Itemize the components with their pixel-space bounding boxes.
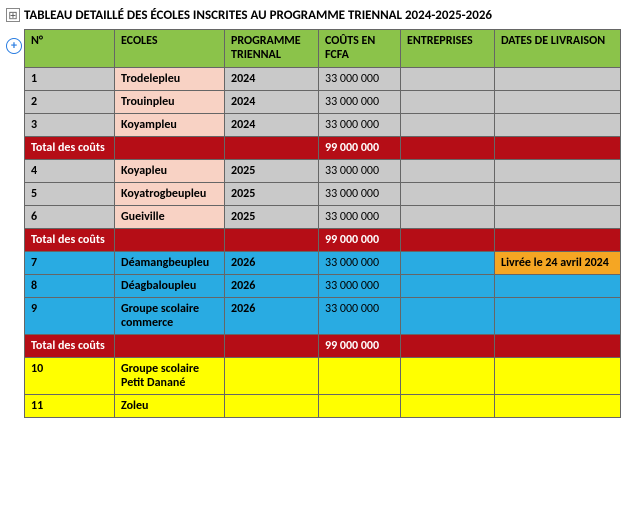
cell-cout: 33 000 000: [319, 206, 401, 229]
cell-ecole: Groupe scolaire commerce: [115, 298, 225, 335]
cell-date: [495, 298, 621, 335]
cell-prog: 2025: [225, 160, 319, 183]
cell-date: [495, 114, 621, 137]
cell-cout: 33 000 000: [319, 114, 401, 137]
cell-num: 11: [25, 395, 115, 418]
table-row: 11 Zoleu: [25, 395, 621, 418]
cell-ent: [401, 395, 495, 418]
cell-prog: 2026: [225, 298, 319, 335]
schools-table: N° ECOLES PROGRAMME TRIENNAL COÛTS EN FC…: [24, 29, 621, 418]
total-row: Total des coûts 99 000 000: [25, 335, 621, 358]
cell-prog: [225, 358, 319, 395]
table-row: 3 Koyampleu 2024 33 000 000: [25, 114, 621, 137]
cell-prog: 2024: [225, 91, 319, 114]
cell-date: [495, 68, 621, 91]
total-row: Total des coûts 99 000 000: [25, 229, 621, 252]
cell-ecole: Koyampleu: [115, 114, 225, 137]
cell-prog: 2024: [225, 68, 319, 91]
table-row: 10 Groupe scolaire Petit Danané: [25, 358, 621, 395]
cell-ecole: Déagbaloupleu: [115, 275, 225, 298]
cell-cout: 33 000 000: [319, 91, 401, 114]
cell-prog: 2026: [225, 252, 319, 275]
table-row: 8 Déagbaloupleu 2026 33 000 000: [25, 275, 621, 298]
total-value: 99 000 000: [319, 137, 401, 160]
table-row: 9 Groupe scolaire commerce 2026 33 000 0…: [25, 298, 621, 335]
col-entreprises: ENTREPRISES: [401, 30, 495, 68]
cell-prog: [225, 395, 319, 418]
cell-ecole: Koyapleu: [115, 160, 225, 183]
cell-date: [495, 206, 621, 229]
cell-num: 4: [25, 160, 115, 183]
cell-cout: 33 000 000: [319, 160, 401, 183]
cell-num: 3: [25, 114, 115, 137]
cell-ent: [401, 114, 495, 137]
total-value: 99 000 000: [319, 229, 401, 252]
cell-ent: [401, 252, 495, 275]
cell-cout: 33 000 000: [319, 298, 401, 335]
page-title: TABLEAU DETAILLÉ DES ÉCOLES INSCRITES AU…: [24, 6, 616, 29]
cell-num: 6: [25, 206, 115, 229]
table-header-row: N° ECOLES PROGRAMME TRIENNAL COÛTS EN FC…: [25, 30, 621, 68]
total-label: Total des coûts: [25, 335, 115, 358]
cell-cout: [319, 395, 401, 418]
cell-num: 7: [25, 252, 115, 275]
cell-prog: 2025: [225, 183, 319, 206]
cell-ent: [401, 183, 495, 206]
cell-num: 5: [25, 183, 115, 206]
cell-ent: [401, 68, 495, 91]
cell-date: [495, 275, 621, 298]
cell-num: 9: [25, 298, 115, 335]
cell-cout: 33 000 000: [319, 252, 401, 275]
add-icon[interactable]: +: [6, 38, 22, 54]
cell-ecole: Groupe scolaire Petit Danané: [115, 358, 225, 395]
cell-ent: [401, 91, 495, 114]
table-row: 6 Gueiville 2025 33 000 000: [25, 206, 621, 229]
cell-date: [495, 160, 621, 183]
cell-ent: [401, 298, 495, 335]
table-row: 2 Trouinpleu 2024 33 000 000: [25, 91, 621, 114]
total-row: Total des coûts 99 000 000: [25, 137, 621, 160]
cell-ecole: Zoleu: [115, 395, 225, 418]
cell-date: [495, 91, 621, 114]
col-ecoles: ECOLES: [115, 30, 225, 68]
cell-cout: [319, 358, 401, 395]
cell-cout: 33 000 000: [319, 68, 401, 91]
cell-ecole: Trouinpleu: [115, 91, 225, 114]
table-row: 7 Déamangbeupleu 2026 33 000 000 Livrée …: [25, 252, 621, 275]
cell-ent: [401, 206, 495, 229]
cell-num: 10: [25, 358, 115, 395]
col-programme: PROGRAMME TRIENNAL: [225, 30, 319, 68]
col-num: N°: [25, 30, 115, 68]
cell-date: Livrée le 24 avril 2024: [495, 252, 621, 275]
total-label: Total des coûts: [25, 137, 115, 160]
cell-date: [495, 358, 621, 395]
cell-num: 1: [25, 68, 115, 91]
cell-ecole: Déamangbeupleu: [115, 252, 225, 275]
cell-ent: [401, 358, 495, 395]
cell-ecole: Gueiville: [115, 206, 225, 229]
cell-num: 2: [25, 91, 115, 114]
cell-prog: 2026: [225, 275, 319, 298]
cell-prog: 2024: [225, 114, 319, 137]
total-value: 99 000 000: [319, 335, 401, 358]
col-couts: COÛTS EN FCFA: [319, 30, 401, 68]
table-row: 5 Koyatrogbeupleu 2025 33 000 000: [25, 183, 621, 206]
cell-ent: [401, 160, 495, 183]
cell-cout: 33 000 000: [319, 183, 401, 206]
cell-num: 8: [25, 275, 115, 298]
table-row: 1 Trodelepleu 2024 33 000 000: [25, 68, 621, 91]
cell-date: [495, 183, 621, 206]
cell-ecole: Trodelepleu: [115, 68, 225, 91]
cell-ent: [401, 275, 495, 298]
table-row: 4 Koyapleu 2025 33 000 000: [25, 160, 621, 183]
cell-cout: 33 000 000: [319, 275, 401, 298]
cell-ecole: Koyatrogbeupleu: [115, 183, 225, 206]
cell-prog: 2025: [225, 206, 319, 229]
total-label: Total des coûts: [25, 229, 115, 252]
document: ⊞ + TABLEAU DETAILLÉ DES ÉCOLES INSCRITE…: [6, 6, 616, 418]
col-dates: DATES DE LIVRAISON: [495, 30, 621, 68]
cell-date: [495, 395, 621, 418]
